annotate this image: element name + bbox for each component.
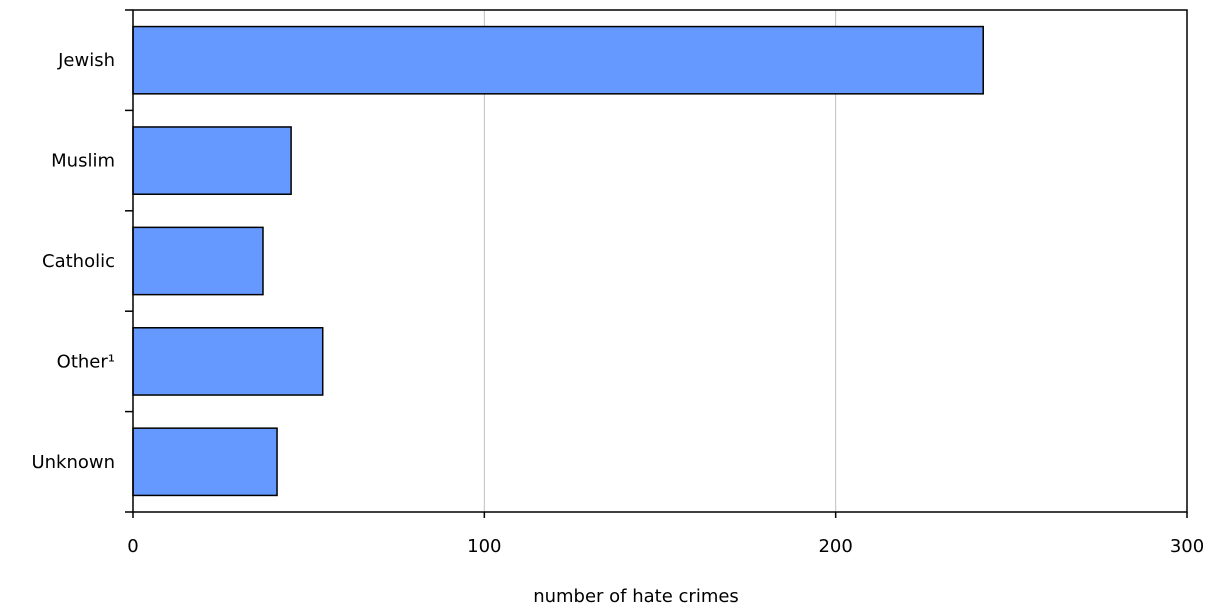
plot-frame: [132, 9, 1188, 513]
category-label: Jewish: [57, 50, 115, 71]
x-tick-label: 200: [818, 536, 852, 557]
bar-other: [132, 327, 324, 396]
bar-catholic: [132, 226, 264, 296]
category-label: Catholic: [42, 251, 115, 272]
axes: [125, 9, 1188, 518]
category-label: Unknown: [31, 452, 115, 473]
tick-labels: Jewish Muslim Catholic Other¹ Unknown 0 100 200…: [31, 50, 1204, 557]
x-axis-title: number of hate crimes: [533, 586, 739, 606]
category-label: Other¹: [57, 351, 115, 372]
category-label: Muslim: [51, 151, 115, 172]
x-tick-label: 0: [127, 536, 138, 557]
bar-jewish: [132, 25, 984, 95]
bar-unknown: [132, 427, 278, 497]
bars: [132, 25, 984, 497]
x-tick-label: 100: [467, 536, 501, 557]
x-tick-label: 300: [1170, 536, 1204, 557]
bar-muslim: [132, 126, 292, 195]
